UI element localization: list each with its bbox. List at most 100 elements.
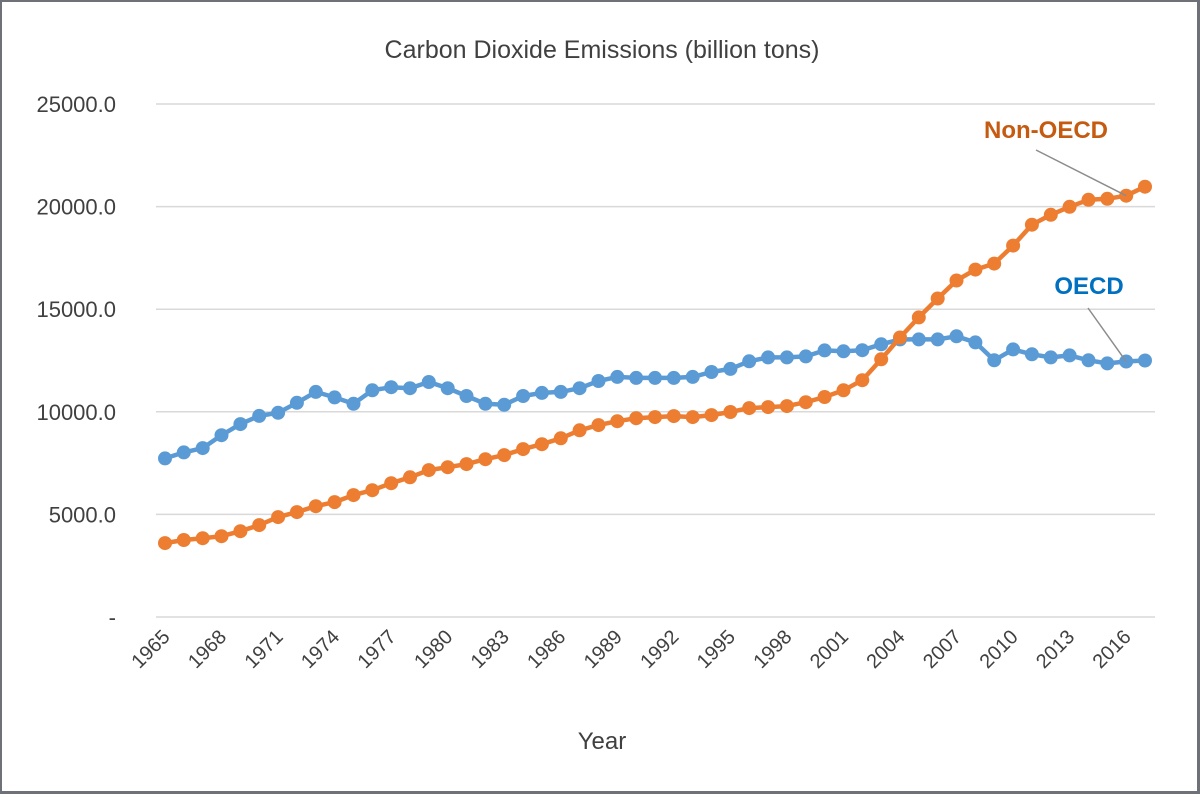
x-axis-ticks: 1965 1968 1971 1974 1977 1980 1983 1986 1989 1992…: [128, 626, 1136, 673]
y-tick-label: 10000.0: [36, 400, 116, 425]
data-point: [440, 381, 455, 396]
data-point: [798, 395, 813, 410]
data-point: [214, 428, 229, 443]
data-point: [1062, 199, 1077, 214]
data-point: [779, 350, 794, 365]
data-point: [421, 375, 436, 389]
data-point: [176, 533, 191, 547]
data-point: [685, 410, 700, 425]
data-point: [1081, 353, 1096, 368]
data-point: [384, 476, 399, 491]
x-tick-label: 1995: [693, 626, 740, 673]
y-tick-label: 25000.0: [36, 92, 116, 117]
data-point: [478, 452, 493, 467]
data-point: [1138, 353, 1152, 368]
data-point: [459, 389, 474, 403]
data-point: [855, 373, 870, 388]
data-point: [817, 343, 832, 358]
data-point: [742, 401, 757, 416]
series-non-oecd: [158, 179, 1152, 551]
data-point: [704, 408, 719, 423]
data-point: [252, 408, 267, 423]
data-point: [233, 417, 248, 432]
gridlines: [156, 103, 1155, 618]
data-point: [855, 343, 870, 358]
data-point: [1006, 342, 1021, 357]
data-point: [666, 370, 681, 385]
x-tick-label: 1992: [636, 626, 683, 673]
data-point: [534, 437, 549, 452]
data-point: [685, 369, 700, 384]
data-point: [327, 495, 342, 510]
data-point: [610, 414, 625, 429]
x-tick-label: 1989: [580, 626, 627, 673]
data-point: [346, 488, 361, 503]
data-point: [346, 396, 361, 411]
data-point: [704, 365, 719, 379]
data-point: [874, 352, 889, 367]
data-point: [534, 385, 549, 400]
data-point: [836, 344, 851, 359]
x-tick-label: 2013: [1032, 626, 1079, 673]
annotations: Non-OECD OECD: [984, 117, 1127, 362]
data-point: [629, 411, 644, 426]
data-point: [666, 409, 681, 424]
data-point: [987, 353, 1002, 368]
y-tick-label: -: [109, 605, 116, 630]
data-point: [158, 451, 172, 466]
data-point: [591, 374, 606, 388]
data-point: [836, 383, 851, 398]
data-point: [365, 383, 380, 398]
data-point: [195, 441, 210, 456]
data-point: [403, 381, 417, 396]
data-point: [1081, 192, 1096, 207]
data-point: [421, 463, 436, 478]
data-point: [968, 262, 983, 277]
data-point: [1138, 179, 1152, 194]
data-point: [723, 405, 738, 419]
data-point: [911, 310, 926, 325]
data-point: [572, 381, 587, 396]
data-point: [497, 448, 512, 463]
data-point: [384, 380, 399, 395]
data-point: [1043, 350, 1058, 365]
x-tick-label: 1983: [467, 626, 514, 673]
data-point: [1006, 238, 1021, 253]
data-point: [553, 384, 568, 399]
data-point: [1119, 188, 1134, 203]
series-group: [158, 179, 1152, 551]
x-tick-label: 2001: [806, 626, 853, 673]
y-tick-label: 20000.0: [36, 195, 116, 220]
data-point: [1100, 191, 1115, 206]
annotation-label: OECD: [1054, 273, 1123, 300]
data-point: [648, 410, 662, 425]
data-point: [289, 505, 304, 520]
data-point: [572, 423, 587, 438]
data-point: [742, 354, 757, 369]
data-point: [1119, 354, 1134, 369]
data-point: [289, 395, 304, 410]
x-tick-label: 1980: [410, 626, 457, 673]
x-tick-label: 1968: [184, 626, 231, 673]
data-point: [629, 370, 644, 385]
data-point: [365, 483, 380, 498]
data-point: [591, 418, 606, 433]
y-tick-label: 5000.0: [49, 502, 116, 527]
data-point: [930, 291, 945, 306]
data-point: [553, 431, 568, 446]
annotation-leader-line: [1035, 149, 1127, 197]
x-tick-label: 2007: [919, 626, 966, 673]
annotation-leader-line: [1087, 307, 1127, 362]
x-tick-label: 2016: [1089, 626, 1136, 673]
x-tick-label: 1974: [297, 626, 344, 673]
x-tick-label: 1977: [354, 626, 401, 673]
data-point: [271, 405, 286, 420]
x-tick-label: 2010: [976, 626, 1023, 673]
data-point: [497, 397, 512, 412]
x-tick-label: 1965: [128, 626, 175, 673]
data-point: [648, 370, 662, 385]
x-tick-label: 2004: [863, 626, 910, 673]
data-point: [308, 384, 323, 399]
